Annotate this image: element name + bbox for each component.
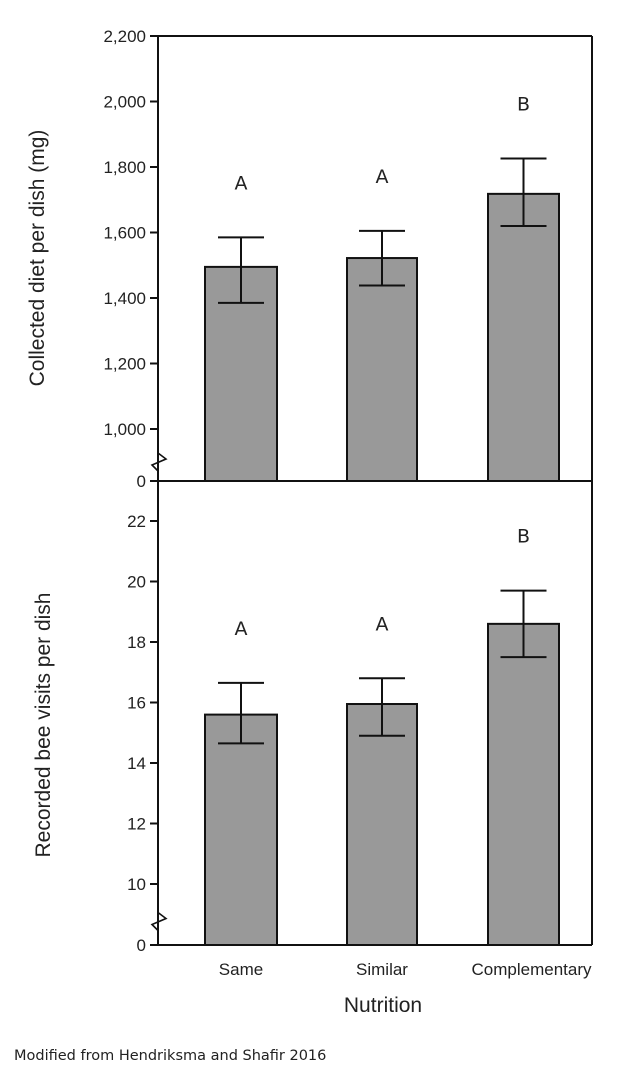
x-tick-label: Similar — [356, 960, 408, 979]
y-tick-label: 18 — [127, 633, 146, 652]
bar — [487, 192, 560, 482]
bar — [346, 257, 418, 483]
x-axis-title: Nutrition — [344, 994, 422, 1017]
y-tick-label: 14 — [127, 754, 146, 773]
significance-label: B — [517, 93, 530, 115]
y-tick-label: 10 — [127, 875, 146, 894]
y-tick-label: 22 — [127, 512, 146, 531]
y-tick-label: 1,000 — [103, 420, 146, 439]
axis-break-mark — [150, 452, 168, 472]
significance-label: B — [517, 526, 530, 548]
y-tick-label: 20 — [127, 573, 146, 592]
y-tick-label: 0 — [137, 472, 146, 491]
y-tick-label: 0 — [137, 936, 146, 955]
axis-break-mark — [150, 911, 168, 932]
y-tick-label: 2,200 — [103, 27, 146, 46]
y-tick-label: 2,000 — [103, 93, 146, 112]
bar — [204, 713, 278, 946]
figure-caption: Modified from Hendriksma and Shafir 2016 — [14, 1048, 327, 1064]
y-axis-title: Recorded bee visits per dish — [32, 593, 55, 858]
significance-label: A — [235, 172, 248, 194]
y-tick-label: 12 — [127, 815, 146, 834]
y-tick-label: 1,400 — [103, 289, 146, 308]
y-tick-label: 16 — [127, 694, 146, 713]
x-tick-label: Complementary — [472, 960, 592, 979]
y-tick-label: 1,600 — [103, 224, 146, 243]
significance-label: A — [376, 166, 389, 188]
y-tick-label: 1,200 — [103, 355, 146, 374]
y-axis-title: Collected diet per dish (mg) — [26, 130, 49, 387]
bar — [204, 265, 278, 483]
y-tick-label: 1,800 — [103, 158, 146, 177]
significance-label: A — [235, 618, 248, 640]
significance-label: A — [376, 613, 389, 635]
bar — [346, 703, 418, 947]
x-tick-label: Same — [219, 960, 263, 979]
bar — [487, 622, 560, 946]
